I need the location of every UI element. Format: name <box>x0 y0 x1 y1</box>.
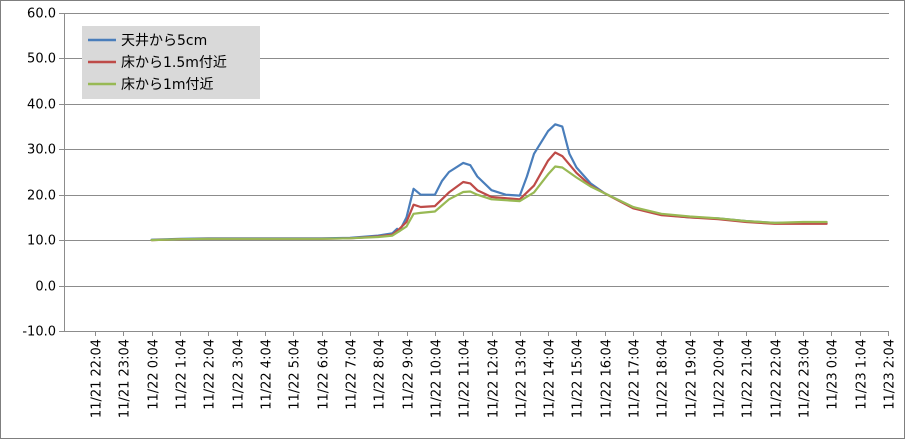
x-tick-label: 11/22 5:04 <box>288 339 303 410</box>
x-tick-label: 11/22 7:04 <box>345 339 360 410</box>
x-tick-label: 11/22 0:04 <box>147 339 162 410</box>
x-tick-label: 11/22 4:04 <box>260 339 275 410</box>
y-tick-label: 30.0 <box>27 143 56 158</box>
x-tick-label: 11/22 22:04 <box>770 339 785 418</box>
legend-label-3: 床から1m付近 <box>121 77 214 93</box>
x-tick-label: 11/22 6:04 <box>317 339 332 410</box>
x-tick-label: 11/22 17:04 <box>628 339 643 418</box>
x-tick-label: 11/23 0:04 <box>826 339 841 410</box>
y-tick-label: 40.0 <box>27 98 56 113</box>
x-tick-label: 11/22 13:04 <box>515 339 530 418</box>
x-tick-label: 11/22 20:04 <box>713 339 728 418</box>
x-tick-label: 11/23 1:04 <box>855 339 870 410</box>
x-tick-label: 11/21 23:04 <box>118 339 133 418</box>
legend-label-1: 天井から5cm <box>121 33 207 49</box>
x-tick-label: 11/22 18:04 <box>656 339 671 418</box>
y-tick-label: 0.0 <box>35 280 56 295</box>
y-tick-label: 50.0 <box>27 52 56 67</box>
x-tick-label: 11/22 23:04 <box>798 339 813 418</box>
x-tick-label: 11/22 19:04 <box>685 339 700 418</box>
series-line-3 <box>150 165 828 242</box>
y-tick-label: 60.0 <box>27 7 56 22</box>
y-tick-label: 20.0 <box>27 189 56 204</box>
legend-label-2: 床から1.5m付近 <box>121 55 227 71</box>
x-tick-label: 11/22 3:04 <box>232 339 247 410</box>
x-tick-label: 11/22 8:04 <box>373 339 388 410</box>
x-tick-label: 11/22 10:04 <box>430 339 445 418</box>
x-tick-label: 11/22 15:04 <box>571 339 586 418</box>
x-tick-label: 11/23 2:04 <box>883 339 898 410</box>
x-tick-label: 11/22 14:04 <box>543 339 558 418</box>
x-tick-label: 11/22 16:04 <box>600 339 615 418</box>
x-tick-label: 11/22 1:04 <box>175 339 190 410</box>
x-tick-label: 11/22 11:04 <box>458 339 473 418</box>
x-tick-label: 11/22 9:04 <box>402 339 417 410</box>
x-tick-label: 11/22 12:04 <box>487 339 502 418</box>
y-tick-label: -10.0 <box>22 325 56 340</box>
y-tick-label: 10.0 <box>27 234 56 249</box>
x-tick-label: 11/22 21:04 <box>741 339 756 418</box>
x-tick-label: 11/21 22:04 <box>90 339 105 418</box>
x-tick-label: 11/22 2:04 <box>203 339 218 410</box>
